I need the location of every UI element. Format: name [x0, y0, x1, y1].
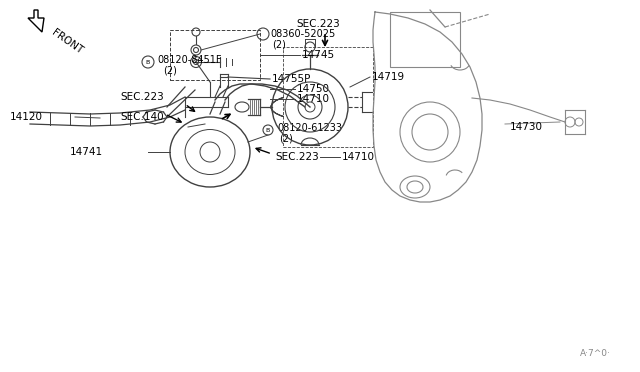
Text: 08360-52025: 08360-52025	[270, 29, 335, 39]
Text: (2): (2)	[272, 39, 286, 49]
Text: FRONT: FRONT	[50, 28, 84, 56]
Text: 14755P: 14755P	[272, 74, 312, 84]
Text: SEC.140: SEC.140	[120, 112, 164, 122]
Text: (2): (2)	[163, 65, 177, 75]
Text: 14710: 14710	[342, 152, 375, 162]
Text: B: B	[266, 128, 270, 132]
Text: SEC.223: SEC.223	[296, 19, 340, 29]
Bar	[283, 47, 373, 147]
Text: (2): (2)	[279, 133, 293, 143]
Text: SEC.223: SEC.223	[120, 92, 164, 102]
Text: 14730: 14730	[510, 122, 543, 132]
Text: SEC.223: SEC.223	[275, 152, 319, 162]
Text: 14750: 14750	[297, 84, 330, 94]
Text: 14710: 14710	[297, 94, 330, 104]
Text: 14745: 14745	[302, 50, 335, 60]
Text: 08120-8451F: 08120-8451F	[157, 55, 221, 65]
Bar	[170, 30, 260, 80]
Text: 14741: 14741	[70, 147, 103, 157]
Text: 14120: 14120	[10, 112, 43, 122]
Text: B: B	[146, 60, 150, 64]
Text: A·7^0·: A·7^0·	[580, 350, 611, 359]
Text: 14719: 14719	[372, 72, 405, 82]
Text: 08120-61233: 08120-61233	[277, 123, 342, 133]
Bar	[390, 12, 460, 67]
